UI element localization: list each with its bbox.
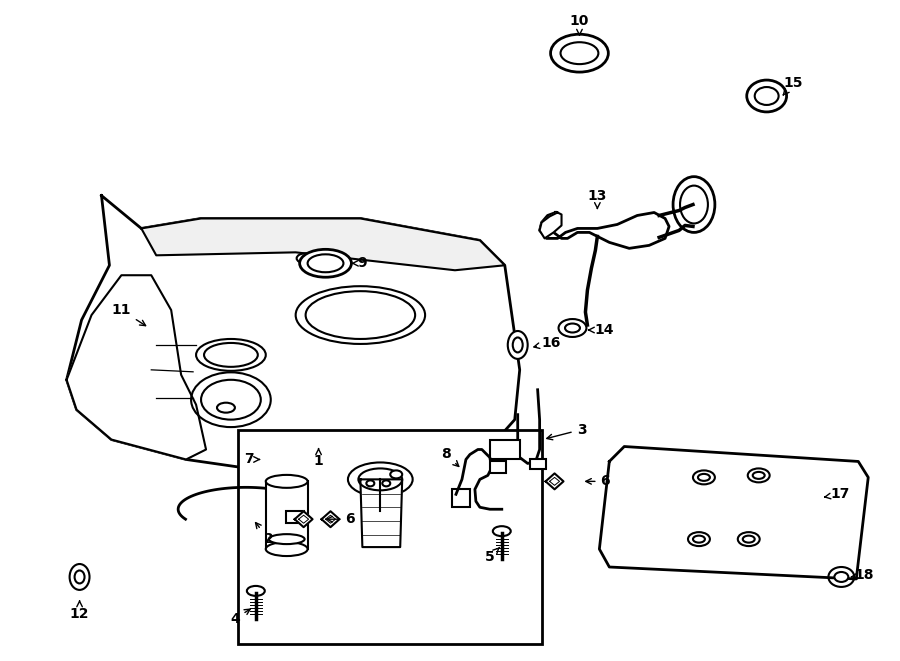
Polygon shape [141, 219, 505, 270]
Text: 15: 15 [783, 76, 804, 95]
Ellipse shape [75, 570, 85, 584]
Ellipse shape [680, 186, 708, 223]
Ellipse shape [561, 42, 599, 64]
Bar [530, 459, 545, 469]
Ellipse shape [748, 469, 770, 483]
Bar [238, 430, 542, 644]
Ellipse shape [828, 567, 854, 587]
Text: 6: 6 [586, 475, 610, 488]
Text: 2: 2 [256, 523, 274, 546]
Ellipse shape [755, 87, 778, 105]
Bar [490, 440, 519, 459]
Text: 13: 13 [588, 188, 608, 208]
Ellipse shape [366, 481, 374, 486]
Ellipse shape [300, 249, 351, 277]
Text: 14: 14 [589, 323, 614, 337]
Text: 9: 9 [352, 256, 367, 270]
Ellipse shape [747, 80, 787, 112]
Ellipse shape [673, 176, 715, 233]
Ellipse shape [698, 474, 710, 481]
Ellipse shape [513, 338, 523, 352]
Ellipse shape [738, 532, 760, 546]
Polygon shape [321, 511, 339, 527]
Text: 6: 6 [327, 512, 356, 526]
Ellipse shape [69, 564, 89, 590]
Ellipse shape [742, 535, 755, 543]
Polygon shape [540, 212, 669, 249]
Ellipse shape [269, 534, 304, 544]
Ellipse shape [358, 469, 402, 490]
Ellipse shape [306, 291, 415, 339]
Ellipse shape [308, 254, 344, 272]
Ellipse shape [297, 253, 315, 263]
Text: 10: 10 [570, 15, 590, 35]
Ellipse shape [693, 535, 705, 543]
Ellipse shape [266, 475, 308, 488]
Bar [266, 481, 308, 549]
Ellipse shape [565, 323, 580, 332]
Polygon shape [540, 212, 562, 239]
Ellipse shape [296, 286, 425, 344]
Text: 4: 4 [230, 609, 250, 626]
Ellipse shape [551, 34, 608, 72]
Text: 17: 17 [824, 487, 850, 501]
Text: 16: 16 [534, 336, 562, 350]
Text: 8: 8 [441, 447, 459, 467]
Ellipse shape [559, 319, 587, 337]
Ellipse shape [201, 380, 261, 420]
Bar [285, 511, 303, 524]
Polygon shape [360, 479, 402, 547]
Ellipse shape [493, 526, 510, 536]
Text: 1: 1 [314, 449, 323, 469]
Ellipse shape [752, 472, 765, 479]
Ellipse shape [217, 403, 235, 412]
Polygon shape [67, 196, 519, 477]
Text: 18: 18 [851, 568, 874, 582]
Ellipse shape [382, 481, 391, 486]
Bar [490, 461, 506, 473]
Ellipse shape [508, 331, 527, 359]
Ellipse shape [693, 471, 715, 485]
Text: 3: 3 [547, 422, 586, 440]
Polygon shape [294, 511, 312, 527]
Polygon shape [67, 275, 206, 459]
Ellipse shape [266, 542, 308, 556]
Text: 7: 7 [244, 453, 259, 467]
Ellipse shape [348, 463, 413, 496]
Bar [452, 489, 470, 507]
Text: 11: 11 [112, 303, 146, 326]
Ellipse shape [247, 586, 265, 596]
Polygon shape [599, 447, 868, 579]
Ellipse shape [191, 372, 271, 427]
Text: 5: 5 [485, 547, 500, 564]
Polygon shape [545, 473, 563, 489]
Ellipse shape [196, 339, 266, 371]
Text: 12: 12 [70, 601, 89, 621]
Ellipse shape [204, 343, 257, 367]
Ellipse shape [834, 572, 849, 582]
Ellipse shape [391, 471, 402, 479]
Ellipse shape [688, 532, 710, 546]
